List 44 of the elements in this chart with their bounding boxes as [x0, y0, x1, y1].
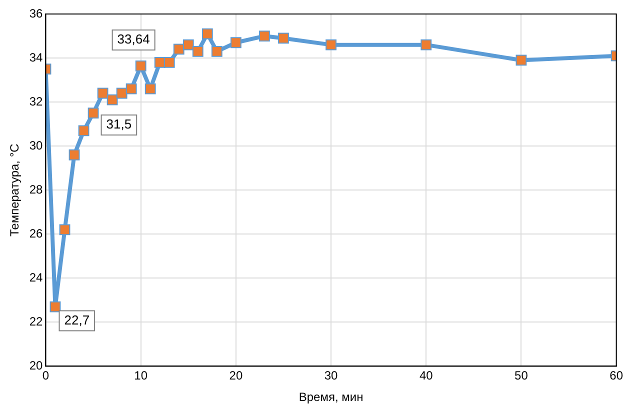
point: [126, 83, 137, 94]
y-tick-label: 36: [29, 6, 44, 20]
point: [516, 54, 527, 66]
point: [230, 37, 242, 48]
point: [326, 39, 336, 50]
annotation: 31,5: [106, 116, 132, 132]
x-tick-label: 10: [134, 368, 148, 383]
point: [97, 88, 108, 99]
y-tick-label: 30: [29, 138, 44, 152]
x-tick-label: 0: [42, 368, 50, 383]
x-tick-label: 30: [324, 368, 338, 383]
y-tick-label: 24: [29, 270, 44, 284]
point: [420, 39, 432, 50]
point: [211, 46, 222, 57]
x-axis-title: Время, мин: [298, 390, 364, 404]
x-tick-label: 50: [514, 368, 528, 383]
annotation: 22,7: [64, 312, 90, 328]
point: [278, 32, 289, 44]
point: [135, 60, 146, 72]
point: [50, 301, 61, 312]
y-tick-label: 22: [29, 314, 44, 328]
x-tick-label: 20: [229, 368, 243, 383]
annotation: 33,64: [117, 32, 150, 47]
point: [164, 56, 175, 68]
point: [202, 28, 213, 40]
y-tick-label: 20: [29, 358, 44, 373]
point: [88, 108, 99, 119]
point: [68, 149, 80, 160]
y-tick-label: 32: [29, 94, 44, 108]
point: [192, 46, 204, 57]
point: [173, 44, 184, 55]
x-tick-label: 60: [610, 368, 624, 383]
point: [259, 30, 270, 42]
point: [182, 39, 194, 50]
point: [106, 94, 118, 106]
y-tick-label: 34: [29, 50, 44, 64]
point: [144, 83, 156, 94]
point: [59, 224, 70, 236]
y-tick-label: 28: [29, 182, 44, 196]
x-tick-label: 40: [419, 368, 434, 383]
y-axis-title: Температура, °C: [8, 143, 22, 237]
point: [116, 88, 128, 99]
y-tick-label: 26: [29, 226, 44, 240]
point: [78, 125, 90, 136]
